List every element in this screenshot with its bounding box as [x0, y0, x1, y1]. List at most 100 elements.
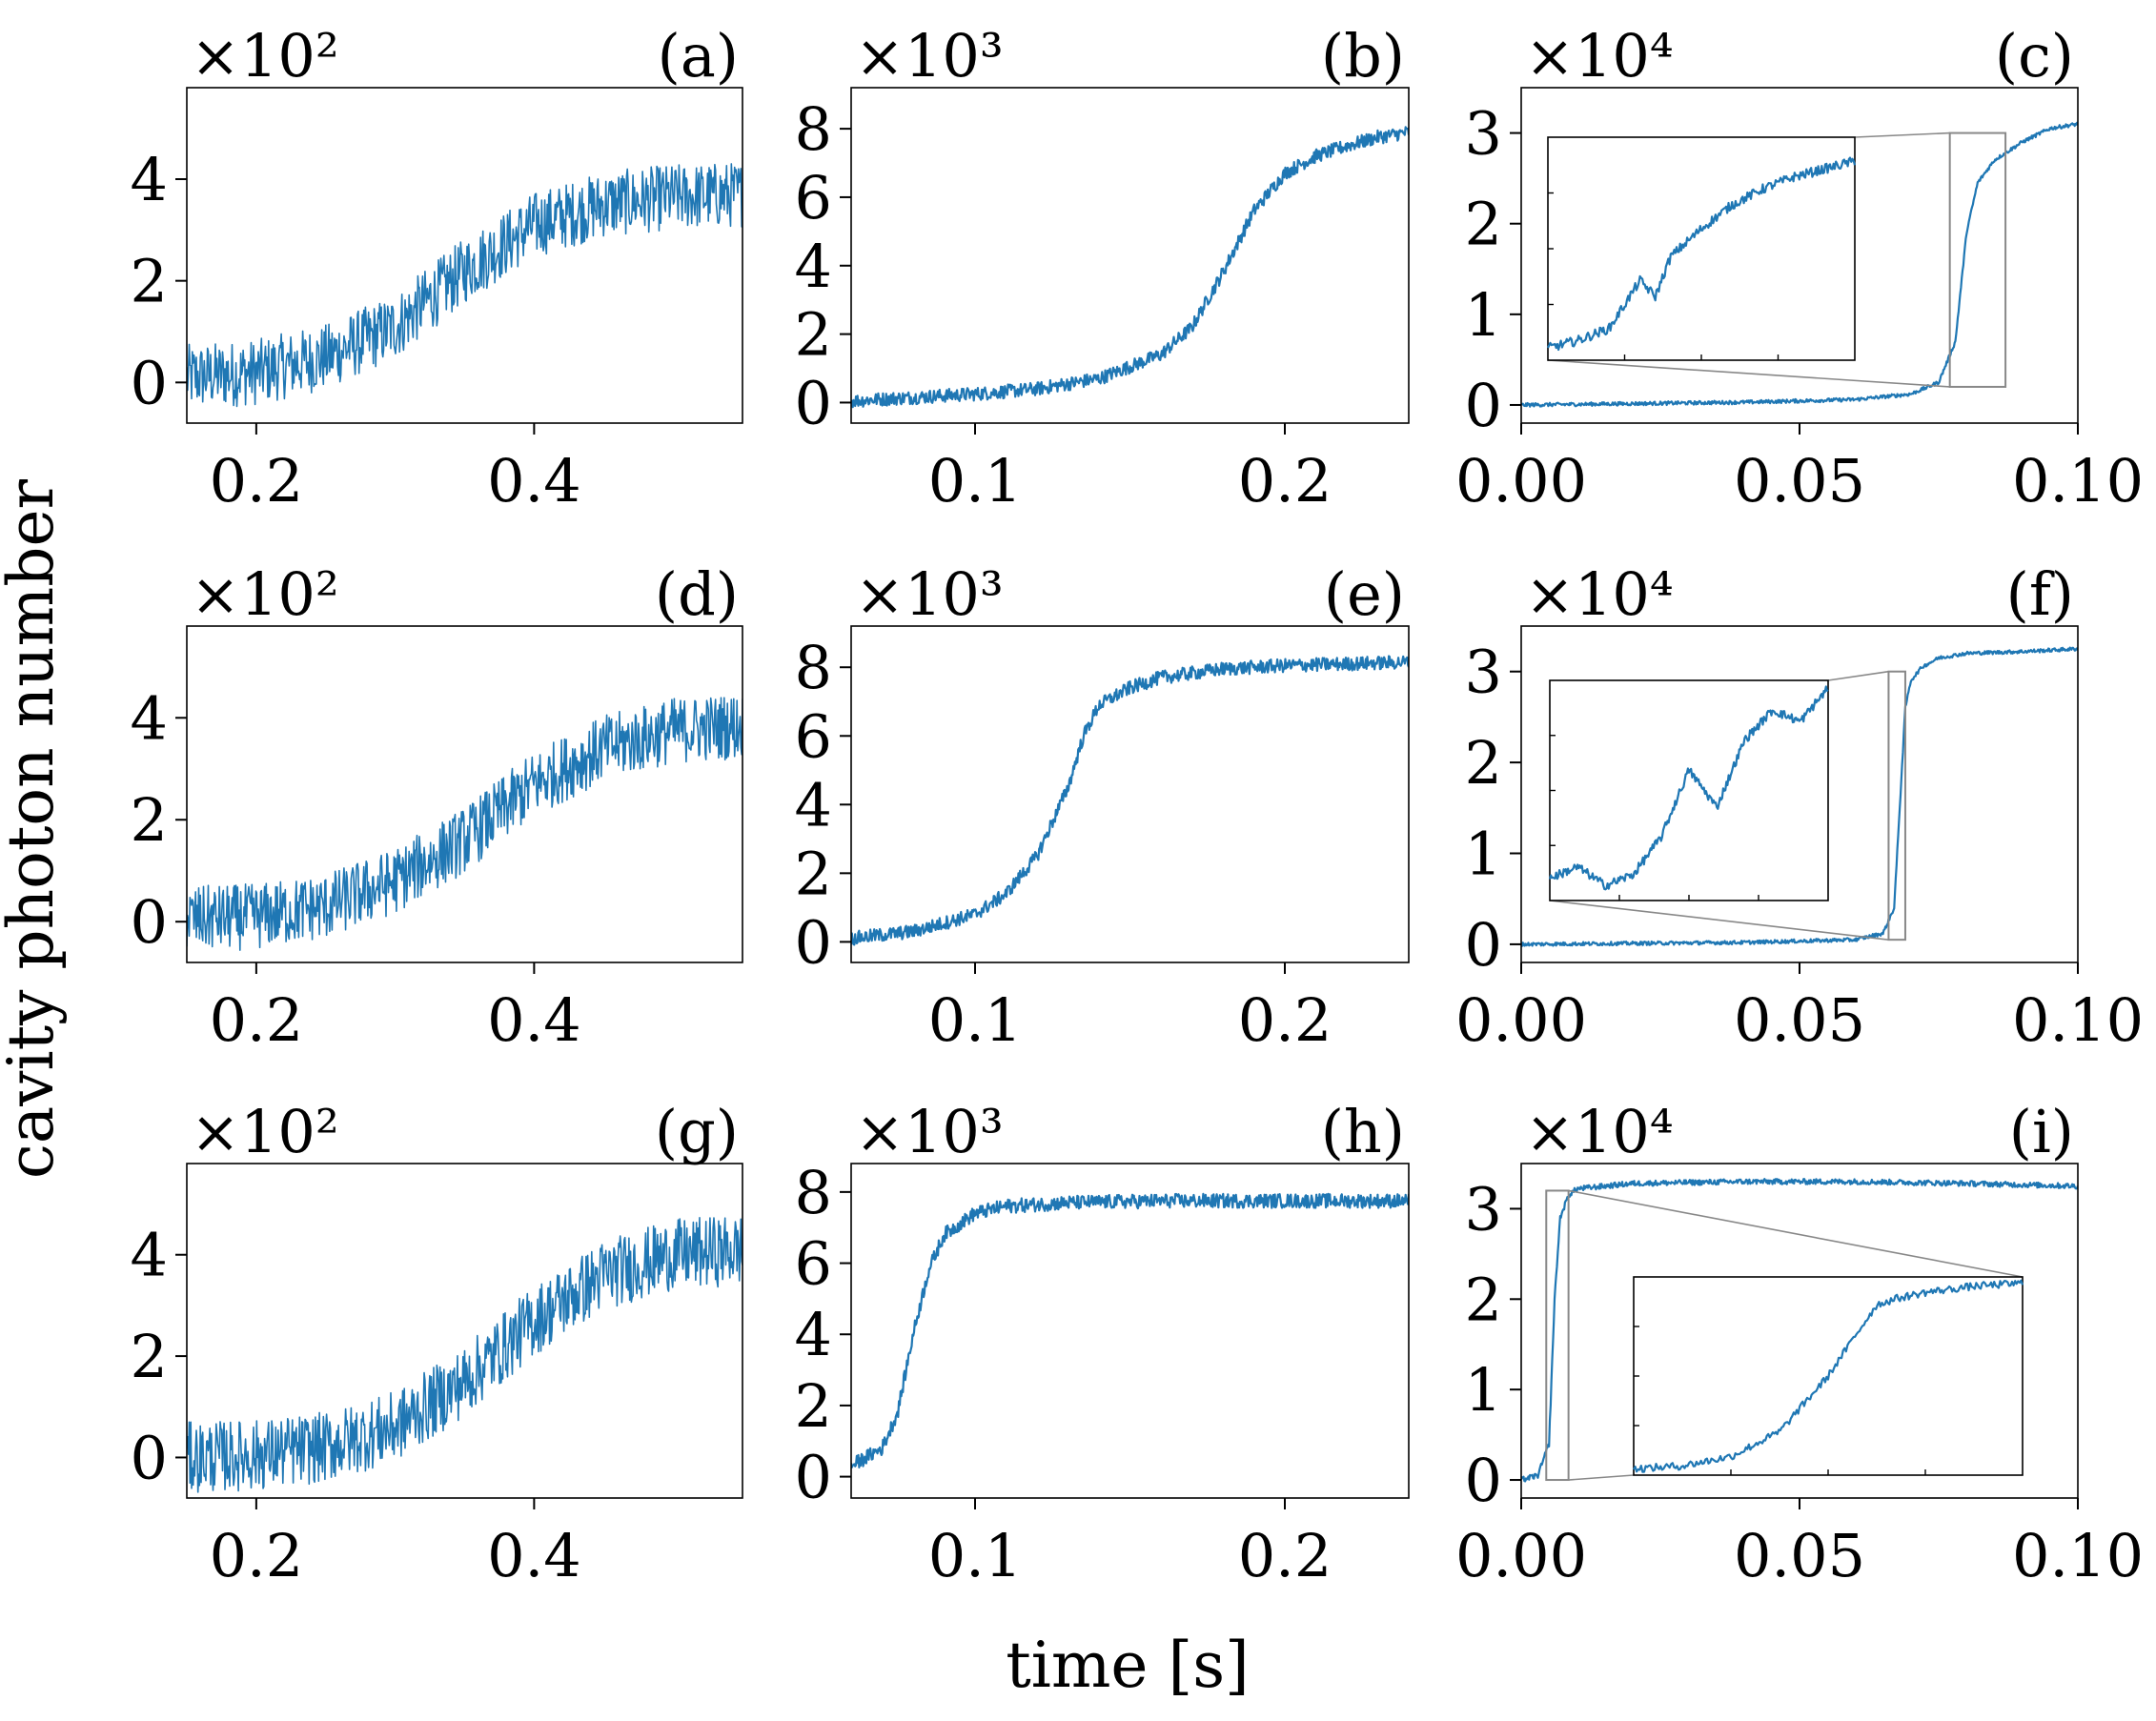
y-tick-label-c-3: 3	[1465, 99, 1502, 169]
y-tick-label-d-2: 4	[131, 683, 168, 753]
zoom-connector-top-i	[1568, 1189, 2024, 1278]
y-tick-label-h-0: 0	[795, 1443, 832, 1512]
x-tick-label-f-0: 0.00	[1455, 985, 1587, 1055]
panel-c: 0 1 2 3 0.00 0.05 0.10 ×10⁴ (c)	[1455, 21, 2144, 516]
scale-label-e: ×10³	[855, 559, 1004, 629]
panel-label-h: (h)	[1321, 1097, 1405, 1166]
y-tick-label-c-2: 2	[1465, 190, 1502, 259]
y-tick-label-a-2: 4	[131, 145, 168, 214]
y-tick-label-h-4: 8	[795, 1158, 832, 1227]
y-tick-label-d-1: 2	[131, 785, 168, 855]
y-tick-label-h-2: 4	[795, 1300, 832, 1369]
x-tick-label-b-1: 0.2	[1238, 446, 1332, 516]
x-tick-label-d-1: 0.4	[487, 985, 581, 1055]
plot-frame-g	[186, 1163, 743, 1499]
plot-frame-b	[850, 87, 1410, 424]
y-tick-label-g-0: 0	[131, 1423, 168, 1492]
inset-series-line-f	[1548, 685, 1829, 891]
series-line-c	[1521, 121, 2078, 408]
plot-frame-h	[850, 1163, 1410, 1499]
plot-frame-a	[186, 87, 743, 424]
y-tick-label-d-0: 0	[131, 887, 168, 957]
scale-label-h: ×10³	[855, 1097, 1004, 1166]
y-tick-label-e-1: 2	[795, 839, 832, 908]
series-line-h	[851, 1192, 1409, 1468]
y-tick-label-b-0: 0	[795, 368, 832, 437]
panel-f: 0 1 2 3 0.00 0.05 0.10 ×10⁴ (f)	[1455, 559, 2144, 1055]
zoom-connector-bottom-f	[1549, 900, 1889, 941]
series-line-b	[851, 126, 1409, 409]
panel-d: 0 2 4 0.2 0.4 ×10² (d)	[131, 559, 743, 1055]
x-tick-label-c-1: 0.05	[1734, 446, 1865, 516]
y-tick-label-a-1: 2	[131, 247, 168, 316]
x-tick-label-i-0: 0.00	[1455, 1521, 1587, 1590]
x-tick-label-g-1: 0.4	[487, 1521, 581, 1590]
y-tick-label-c-1: 1	[1465, 280, 1502, 350]
y-tick-label-b-1: 2	[795, 300, 832, 370]
panel-label-c: (c)	[1995, 21, 2074, 91]
zoom-connector-top-f	[1827, 670, 1889, 681]
scale-label-b: ×10³	[855, 21, 1004, 91]
x-tick-label-h-1: 0.2	[1238, 1521, 1332, 1590]
y-tick-label-e-0: 0	[795, 907, 832, 977]
scale-label-g: ×10²	[191, 1097, 339, 1166]
panel-label-g: (g)	[655, 1097, 739, 1166]
x-tick-label-a-0: 0.2	[210, 446, 304, 516]
series-line-g	[187, 1217, 742, 1493]
plot-frame-d	[186, 625, 743, 963]
y-tick-label-i-2: 2	[1465, 1265, 1502, 1334]
y-tick-label-i-1: 1	[1465, 1355, 1502, 1425]
scale-label-i: ×10⁴	[1525, 1097, 1674, 1166]
y-tick-label-i-0: 0	[1465, 1446, 1502, 1515]
y-tick-label-e-2: 4	[795, 770, 832, 840]
y-tick-label-e-4: 8	[795, 633, 832, 702]
series-line-i	[1521, 1178, 2078, 1483]
inset-frame-f	[1549, 679, 1829, 901]
panel-i: 0 1 2 3 0.00 0.05 0.10 ×10⁴ (i)	[1455, 1097, 2144, 1590]
zoom-box-f	[1887, 670, 1906, 941]
inset-series-line-c	[1547, 156, 1857, 352]
panel-label-i: (i)	[2009, 1097, 2074, 1166]
x-tick-label-i-2: 0.10	[2012, 1521, 2144, 1590]
panel-label-b: (b)	[1321, 21, 1405, 91]
zoom-connector-top-c	[1854, 132, 1950, 138]
y-tick-label-b-3: 6	[795, 163, 832, 233]
series-line-e	[851, 655, 1409, 946]
x-axis-title: time [s]	[1006, 1629, 1250, 1702]
x-tick-label-c-2: 0.10	[2012, 446, 2144, 516]
x-tick-label-c-0: 0.00	[1455, 446, 1587, 516]
zoom-connector-bottom-c	[1547, 359, 1950, 388]
y-tick-label-g-1: 2	[131, 1322, 168, 1391]
plot-frame-e	[850, 625, 1410, 963]
x-tick-label-e-1: 0.2	[1238, 985, 1332, 1055]
series-line-a	[187, 163, 742, 408]
panel-label-a: (a)	[658, 21, 739, 91]
y-tick-label-c-0: 0	[1465, 371, 1502, 440]
y-tick-label-i-3: 3	[1465, 1174, 1502, 1244]
y-tick-label-f-2: 2	[1465, 728, 1502, 798]
x-tick-label-h-0: 0.1	[928, 1521, 1023, 1590]
y-tick-label-e-3: 6	[795, 701, 832, 771]
x-tick-label-e-0: 0.1	[928, 985, 1023, 1055]
zoom-connector-bottom-i	[1568, 1474, 1635, 1481]
panel-g: 0 2 4 0.2 0.4 ×10² (g)	[131, 1097, 743, 1590]
x-tick-label-d-0: 0.2	[210, 985, 304, 1055]
y-tick-label-h-3: 6	[795, 1229, 832, 1299]
series-line-d	[187, 697, 742, 951]
x-tick-label-f-2: 0.10	[2012, 985, 2144, 1055]
x-tick-label-i-1: 0.05	[1734, 1521, 1865, 1590]
y-tick-label-g-2: 4	[131, 1221, 168, 1290]
y-axis-title: cavity photon number	[0, 478, 68, 1179]
y-tick-label-f-3: 3	[1465, 638, 1502, 707]
x-tick-label-b-0: 0.1	[928, 446, 1023, 516]
y-tick-label-f-0: 0	[1465, 910, 1502, 980]
zoom-box-c	[1948, 132, 2007, 388]
panel-a: 0 2 4 0.2 0.4 ×10² (a)	[131, 21, 743, 516]
scale-label-c: ×10⁴	[1525, 21, 1674, 91]
scale-label-a: ×10²	[191, 21, 339, 91]
zoom-box-i	[1545, 1189, 1570, 1482]
